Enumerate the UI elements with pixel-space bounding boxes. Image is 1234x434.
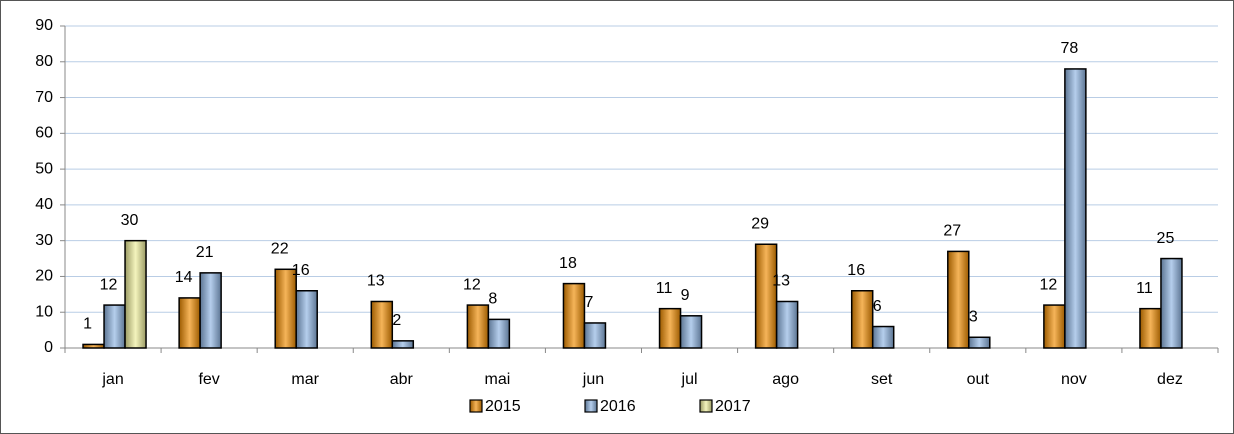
data-label: 30 [121,212,139,229]
bar [124,239,147,349]
x-tick-label: ago [772,371,799,388]
data-label: 7 [585,294,594,311]
bar [391,340,415,349]
data-label: 12 [1039,276,1057,293]
bar [1139,307,1162,349]
bar [850,290,874,349]
y-tick-label: 80 [35,53,53,70]
data-label: 21 [196,244,214,261]
x-tick-label: fev [198,371,219,388]
legend-label: 2015 [485,398,521,415]
x-tick-label: set [871,371,893,388]
data-label: 27 [943,223,961,240]
x-tick-label: jan [101,371,123,388]
bar [583,322,607,349]
bar [466,304,490,349]
data-label: 18 [559,255,577,272]
x-tick-label: jun [582,371,604,388]
y-tick-label: 50 [35,160,53,177]
bar [775,300,799,349]
legend-label: 2016 [600,398,636,415]
bar [754,243,778,349]
data-label: 14 [175,269,193,286]
x-tick-label: nov [1061,371,1087,388]
y-tick-label: 70 [35,89,53,106]
y-tick-label: 90 [35,17,53,34]
bar [947,250,970,349]
bar [658,307,682,349]
data-label: 12 [463,276,481,293]
data-label: 16 [292,262,310,279]
y-tick-label: 60 [35,125,53,142]
data-label: 13 [367,273,385,290]
data-label: 11 [656,280,673,297]
legend-label: 2017 [715,398,751,415]
bar [295,290,318,349]
data-label: 11 [1136,280,1153,297]
bar [370,300,394,349]
bar [1064,68,1087,349]
bar [82,343,105,349]
data-label: 13 [772,273,790,290]
data-label: 29 [751,215,769,232]
bar [103,304,126,349]
bar [562,282,586,349]
x-tick-label: dez [1157,371,1183,388]
x-tick-label: out [967,371,990,388]
data-label: 3 [969,308,978,325]
data-label: 78 [1060,40,1078,57]
data-label: 16 [847,262,865,279]
x-tick-label: mar [291,371,319,388]
data-label: 25 [1157,230,1175,247]
y-tick-label: 10 [35,303,53,320]
data-label: 12 [100,276,118,293]
bar [178,297,201,349]
x-tick-label: abr [390,371,414,388]
data-label: 2 [392,312,401,329]
y-tick-label: 20 [35,268,53,285]
data-label: 22 [271,241,289,258]
bar [871,325,895,349]
bar [487,318,511,349]
bar [1043,304,1066,349]
data-label: 8 [488,291,497,308]
x-tick-label: mai [484,371,510,388]
legend-swatch [469,399,483,413]
bar [1160,257,1183,349]
data-label: 1 [83,316,92,333]
bar [679,315,703,349]
bar [968,336,991,349]
data-label: 6 [873,298,882,315]
legend-swatch [584,399,598,413]
bar [274,268,297,349]
bar [199,272,222,349]
y-tick-label: 0 [44,339,53,356]
y-tick-label: 40 [35,196,53,213]
y-tick-label: 30 [35,232,53,249]
x-tick-label: jul [681,371,698,388]
legend-swatch [699,399,713,413]
data-label: 9 [681,287,690,304]
